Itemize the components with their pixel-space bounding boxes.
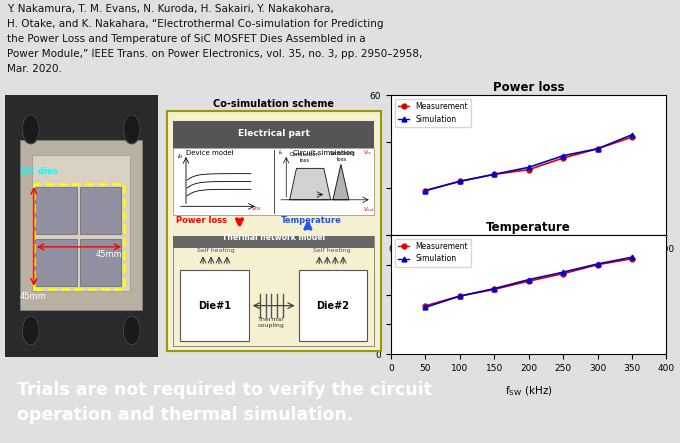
Text: $V_{cc}$: $V_{cc}$ [362,148,373,157]
FancyBboxPatch shape [35,187,77,234]
FancyBboxPatch shape [80,239,121,286]
Text: Switching
loss: Switching loss [329,151,355,162]
FancyBboxPatch shape [167,111,381,351]
Simulation [524,165,532,170]
Y-axis label: Temperature(°C): Temperature(°C) [354,257,362,332]
Circle shape [22,316,39,345]
Measurement [559,271,567,276]
Text: Self heating: Self heating [313,248,351,253]
Legend: Measurement, Simulation: Measurement, Simulation [395,239,471,267]
Measurement [422,188,430,193]
Simulation [422,305,430,310]
Text: $V_{DS}$: $V_{DS}$ [251,204,262,213]
Text: $I_D$: $I_D$ [177,152,184,161]
Circle shape [22,115,39,144]
Line: Simulation: Simulation [423,132,634,193]
FancyBboxPatch shape [180,270,249,341]
Text: Temperature: Temperature [281,216,341,225]
Text: Trials are not required to verify the circuit
operation and thermal simulation.: Trials are not required to verify the ci… [17,381,432,424]
Measurement [524,279,532,284]
Simulation [559,269,567,275]
Text: $\mathregular{f_{SW}}$ (kHz): $\mathregular{f_{SW}}$ (kHz) [505,384,552,398]
Circle shape [123,115,140,144]
Measurement [456,293,464,299]
Text: Thermal network model: Thermal network model [222,233,325,242]
Simulation [594,146,602,152]
Measurement [490,287,498,292]
FancyBboxPatch shape [80,187,121,234]
Simulation [594,261,602,267]
Simulation [490,286,498,291]
FancyBboxPatch shape [5,95,158,357]
Simulation [490,172,498,177]
Text: Device model: Device model [186,150,234,156]
Measurement [594,146,602,152]
Title: Temperature: Temperature [486,221,571,233]
Line: Measurement: Measurement [423,256,634,308]
FancyBboxPatch shape [173,148,374,215]
Simulation [422,188,430,193]
Text: Die#2: Die#2 [316,301,350,311]
Simulation [524,277,532,282]
Text: Thermal
coupling: Thermal coupling [258,317,285,328]
Text: Self heating: Self heating [197,248,235,253]
Measurement [490,172,498,177]
Text: $V_{out}$: $V_{out}$ [362,206,375,214]
FancyBboxPatch shape [173,121,374,148]
Line: Measurement: Measurement [423,135,634,193]
Text: Electrical part: Electrical part [238,128,309,138]
Simulation [628,255,636,260]
Measurement [456,179,464,184]
Simulation [628,132,636,137]
Text: $\mathregular{f_{SW}}$ (kHz): $\mathregular{f_{SW}}$ (kHz) [505,265,552,279]
FancyBboxPatch shape [33,155,131,291]
Title: Power loss: Power loss [493,81,564,94]
Measurement [524,167,532,172]
Text: Power loss: Power loss [175,216,226,225]
FancyBboxPatch shape [20,140,143,310]
FancyBboxPatch shape [173,237,374,346]
FancyBboxPatch shape [35,239,77,286]
FancyBboxPatch shape [173,237,374,248]
Measurement [559,155,567,161]
Text: Circuit simulation: Circuit simulation [293,150,354,156]
Polygon shape [290,168,330,200]
Simulation [559,153,567,159]
Text: Conduction
loss: Conduction loss [290,152,320,163]
Measurement [422,303,430,308]
Polygon shape [333,164,349,200]
Measurement [594,262,602,268]
Text: $I_o$: $I_o$ [278,148,284,157]
Simulation [456,293,464,299]
Circle shape [123,316,140,345]
Text: Co-simulation scheme: Co-simulation scheme [214,99,334,109]
Text: Die#1: Die#1 [198,301,231,311]
Text: 45mm: 45mm [20,292,47,301]
FancyBboxPatch shape [299,270,367,341]
Text: SiC dies: SiC dies [20,167,58,176]
Y-axis label: Power loss(W): Power loss(W) [360,133,369,197]
Simulation [456,179,464,184]
Line: Simulation: Simulation [423,255,634,310]
Measurement [628,256,636,261]
Text: 45mm: 45mm [96,250,122,259]
Measurement [628,135,636,140]
Legend: Measurement, Simulation: Measurement, Simulation [395,99,471,127]
Text: Y. Nakamura, T. M. Evans, N. Kuroda, H. Sakairi, Y. Nakakohara,
H. Otake, and K.: Y. Nakamura, T. M. Evans, N. Kuroda, H. … [7,4,422,74]
